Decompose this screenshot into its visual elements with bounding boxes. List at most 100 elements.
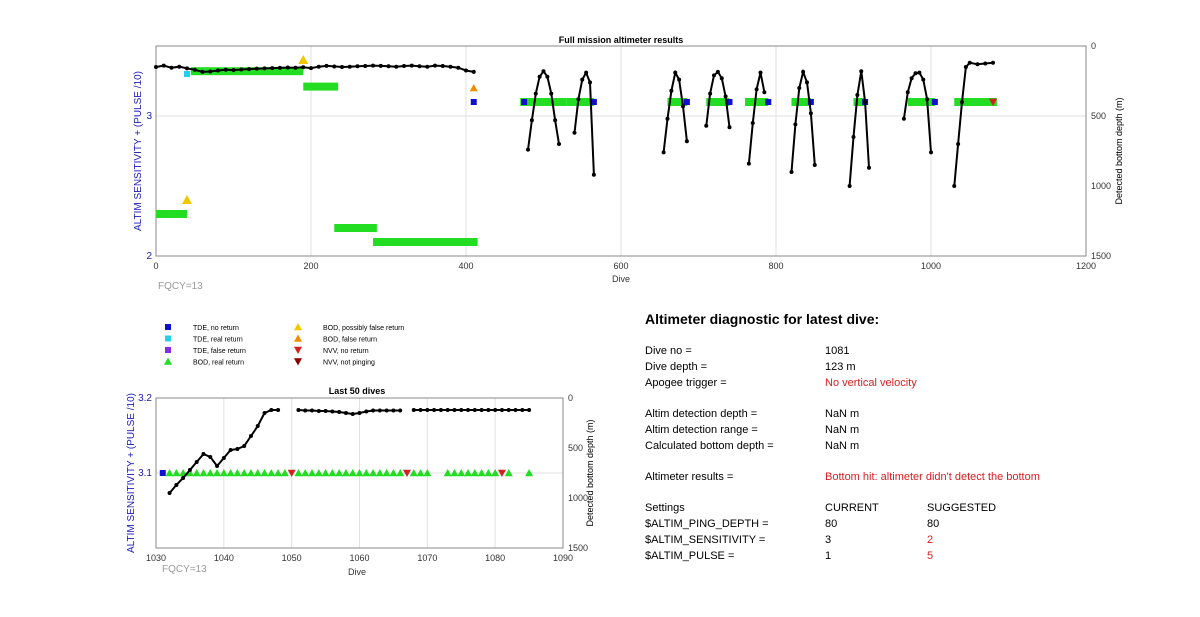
top-chart-bottom-depth-point: [332, 64, 337, 69]
top-chart-bottom-depth-point: [553, 118, 558, 123]
bottom-chart-bod-real-marker: [199, 469, 208, 477]
legend-label: TDE, no return: [193, 325, 239, 332]
ping-depth-current: 80: [825, 518, 838, 530]
bottom-chart-bottom-depth-point: [181, 476, 186, 480]
bottom-chart-bod-real-marker: [389, 469, 398, 477]
top-chart-xtick-label: 1000: [921, 261, 941, 271]
bottom-chart-bottom-depth-point: [371, 408, 376, 413]
bottom-chart-bottom-depth-point: [167, 491, 172, 495]
legend-label: BOD, false return: [323, 337, 377, 344]
top-chart-bottom-depth-point: [192, 67, 197, 72]
bottom-chart-bottom-depth-point: [364, 409, 369, 414]
top-chart-bottom-depth-point: [371, 63, 375, 68]
top-chart-bod-real-band: [566, 98, 594, 106]
bottom-chart-bod-real-marker: [457, 469, 466, 477]
top-chart-bottom-depth-point: [723, 94, 728, 99]
det-depth-value: NaN m: [825, 408, 860, 420]
top-chart-bottom-depth-point: [750, 121, 755, 125]
legend-marker-square: [165, 347, 171, 353]
top-chart-bottom-depth-point: [285, 65, 290, 70]
top-chart-tde-no-return-marker: [683, 99, 690, 105]
bottom-chart-bod-real-marker: [477, 469, 486, 477]
top-chart: 0 200 400 600 800 1000 1200 2 3 0 500 1000 1500 Full…: [133, 35, 1124, 292]
top-chart-bottom-depth-point: [223, 67, 228, 72]
top-chart-bottom-depth-point: [417, 64, 422, 69]
bottom-chart-ytick-label-left: 3.1: [138, 468, 152, 479]
bottom-chart-bod-real-marker: [423, 469, 432, 477]
top-chart-xlabel: Dive: [612, 274, 630, 284]
legend-marker-triangle-up: [294, 323, 302, 331]
bottom-chart-bod-real-marker: [206, 469, 215, 477]
top-chart-bottom-depth-point: [541, 69, 546, 74]
legend-label: BOD, possibly false return: [323, 325, 404, 332]
bottom-chart-xtick-label: 1050: [282, 553, 302, 563]
top-chart-bottom-depth-point: [526, 147, 530, 152]
top-chart-xtick-label: 800: [768, 261, 783, 271]
top-chart-bottom-depth-point: [456, 65, 461, 70]
bottom-chart-marks: [159, 408, 534, 495]
top-chart-bottom-depth-point: [177, 64, 182, 69]
top-chart-bod-real-band: [334, 224, 377, 232]
bottom-chart-xtick-label: 1040: [214, 553, 234, 563]
bottom-chart-bottom-depth-point: [438, 408, 443, 412]
top-chart-bottom-depth-point: [301, 65, 306, 70]
top-chart-bod-real-band: [156, 210, 187, 218]
dive-depth-value: 123 m: [825, 361, 856, 373]
bottom-chart-xtick-label: 1060: [349, 553, 369, 563]
top-chart-bod-possibly-false-marker: [182, 195, 192, 204]
bottom-chart-bod-real-marker: [443, 469, 452, 477]
top-chart-bottom-depth-point: [545, 74, 550, 79]
bottom-chart-bottom-depth-point: [296, 408, 301, 412]
top-chart-bottom-depth-point: [402, 64, 406, 69]
top-chart-ytick-label-right: 0: [1091, 41, 1096, 51]
bottom-chart-bottom-depth-point: [343, 411, 348, 415]
top-chart-nvv-no-return-marker: [989, 98, 997, 106]
bottom-chart-bottom-depth-point: [411, 408, 416, 412]
top-chart-bottom-depth-point: [808, 111, 813, 116]
top-chart-bottom-depth-point: [588, 80, 592, 85]
top-chart-bottom-depth-point: [529, 118, 534, 123]
bottom-chart-bod-real-marker: [355, 469, 364, 477]
diag-row-results: Altimeter results = Bottom hit: altimeter…: [645, 471, 1185, 487]
top-chart-bottom-depth-point: [901, 116, 906, 121]
top-chart-bottom-depth-point: [975, 62, 980, 67]
top-chart-bottom-depth-point: [812, 163, 817, 167]
top-chart-bottom-depth-point: [797, 86, 802, 90]
top-chart-bottom-depth-point: [433, 63, 437, 68]
calc-depth-label: Calculated bottom depth =: [645, 440, 774, 452]
top-chart-bottom-depth-point: [347, 64, 352, 69]
top-chart-bottom-depth-line: [953, 61, 994, 187]
bottom-chart-bod-real-marker: [348, 469, 357, 477]
dive-no-value: 1081: [825, 345, 850, 357]
diag-row-det-depth: Altim detection depth = NaN m: [645, 408, 1185, 424]
top-chart-tde-no-return-marker: [765, 99, 772, 105]
top-chart-xtick-label: 600: [613, 261, 628, 271]
legend-label: NVV, not pinging: [323, 360, 375, 367]
top-chart-bottom-depth-point: [956, 142, 961, 146]
top-chart-bottom-depth-point: [704, 123, 709, 128]
bottom-chart-bod-real-marker: [416, 469, 425, 477]
top-chart-bottom-depth-point: [913, 71, 918, 76]
top-chart-tde-no-return-marker: [521, 99, 528, 105]
top-chart-bottom-depth-point: [967, 60, 972, 65]
diag-row-dive-no: Dive no = 1081: [645, 345, 1185, 361]
top-chart-bottom-depth-point: [557, 142, 561, 146]
top-chart-bod-real-band: [190, 67, 304, 76]
bottom-chart-bottom-depth-point: [215, 464, 220, 468]
bottom-chart-bottom-depth-point: [174, 483, 179, 487]
top-chart-bottom-depth-point: [549, 91, 554, 96]
top-chart-bottom-depth-point: [448, 64, 453, 69]
top-chart-bod-false-marker: [469, 84, 478, 92]
bottom-chart-bottom-depth-point: [221, 456, 226, 460]
bottom-chart-bod-real-marker: [504, 469, 513, 477]
top-chart-bottom-depth-point: [239, 67, 244, 72]
legend-label: TDE, false return: [193, 348, 246, 355]
top-chart-bottom-depth-point: [754, 87, 759, 92]
legend-marker-triangle-up: [164, 357, 172, 365]
bottom-chart-bod-real-marker: [314, 469, 323, 477]
bottom-chart-bod-real-marker: [308, 469, 317, 477]
top-chart-ytick-label-left: 2: [146, 251, 152, 262]
top-chart-bottom-depth-point: [708, 91, 713, 96]
bottom-chart-bottom-depth-point: [276, 408, 281, 412]
top-chart-bottom-depth-point: [378, 63, 383, 68]
